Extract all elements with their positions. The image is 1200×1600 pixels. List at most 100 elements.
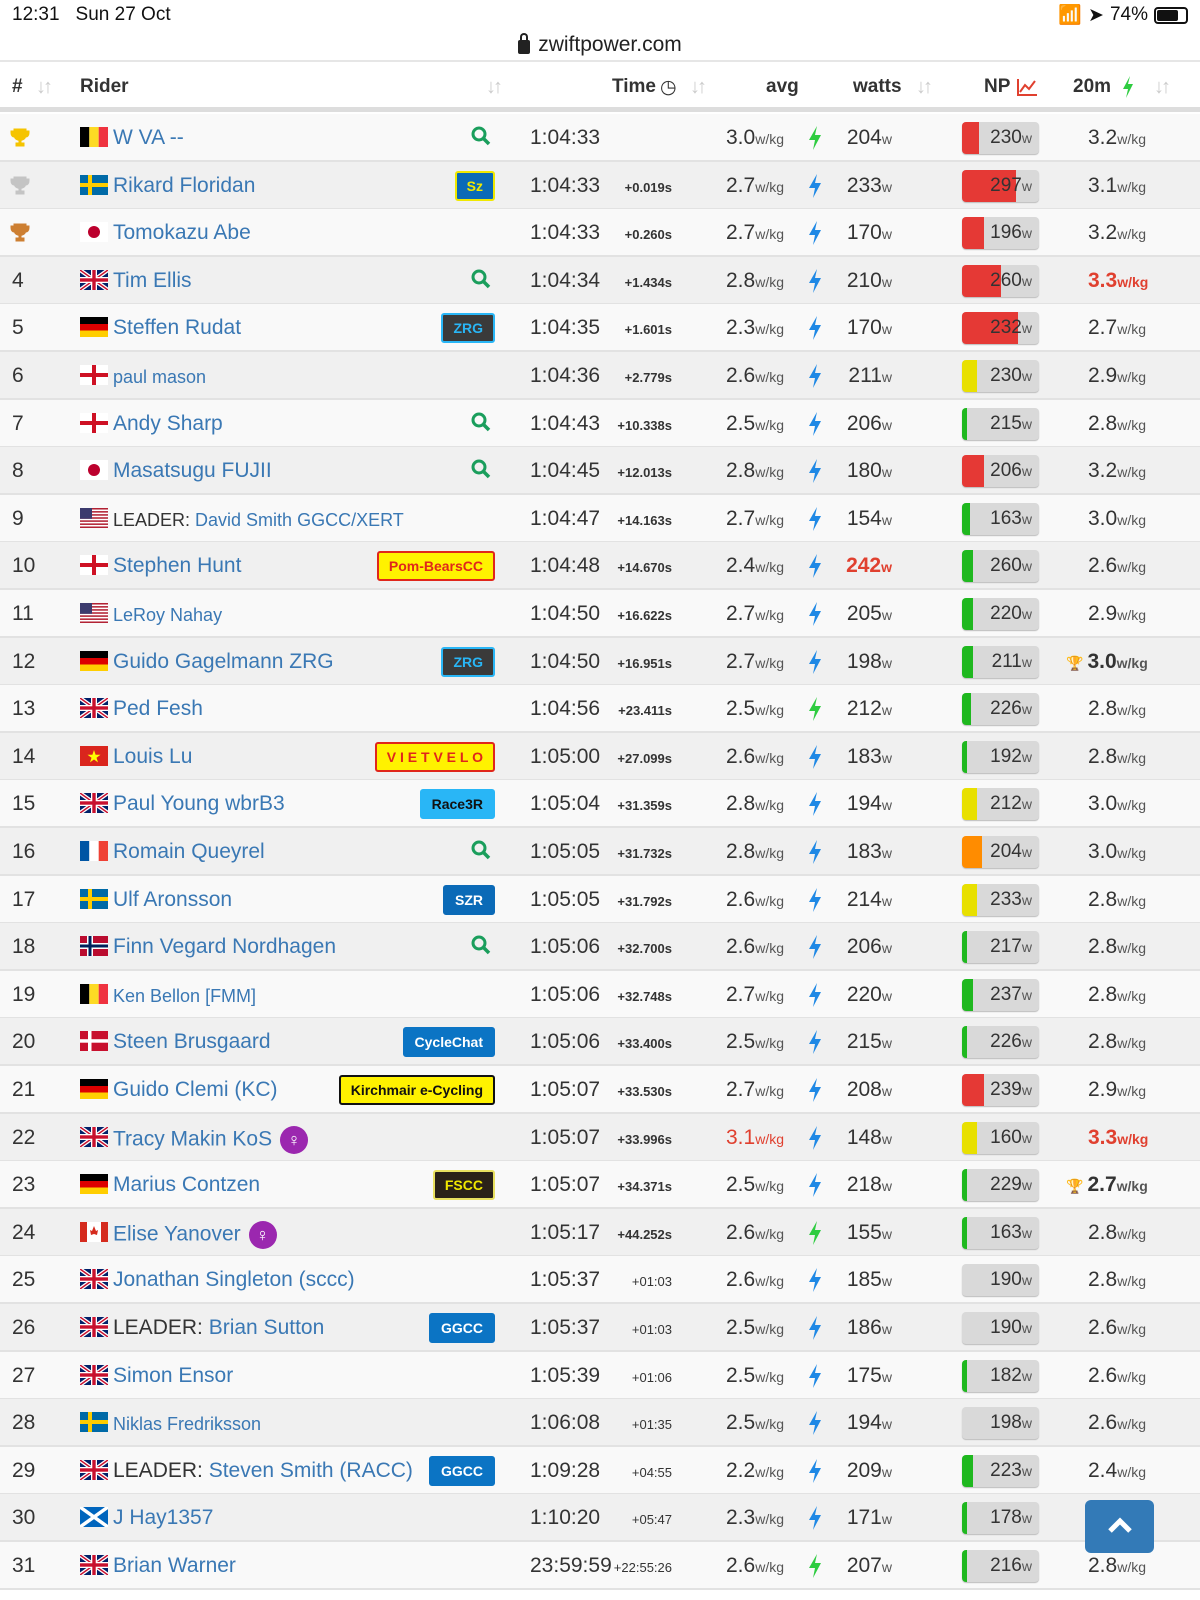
rider-name-link[interactable]: LEADER: Brian Sutton xyxy=(113,1316,324,1340)
team-badge[interactable]: FSCC xyxy=(432,1170,495,1201)
rider-name: Ken Bellon [FMM] xyxy=(113,985,257,1006)
rider-name-link[interactable]: paul mason xyxy=(113,367,206,388)
header-20m[interactable]: 20m xyxy=(1073,76,1112,97)
rider-name-link[interactable]: Louis Lu xyxy=(113,745,192,769)
rider-name-link[interactable]: Rikard Floridan xyxy=(113,174,255,198)
avg-watts: 220w xyxy=(847,983,892,1007)
team-badge[interactable]: GGCC xyxy=(429,1455,495,1486)
table-row: 24 Elise Yanover ♀ 1:05:17 +44.252s 2.6w/kg 15… xyxy=(0,1208,1200,1257)
table-row: 26 LEADER: Brian Sutton GGCC 1:05:37 +01:03 2… xyxy=(0,1304,1200,1352)
unit: w/kg xyxy=(755,1463,784,1480)
lightning-icon xyxy=(809,1173,821,1198)
unit: w/kg xyxy=(1117,369,1146,385)
team-badge[interactable]: SZR xyxy=(443,884,495,915)
avg-value: 2.2 xyxy=(726,1458,756,1482)
rider-name-link[interactable]: Ulf Aronsson xyxy=(113,888,232,912)
sort-icon[interactable]: ↓↑ xyxy=(36,76,53,98)
rider-name-link[interactable]: Stephen Hunt xyxy=(113,554,241,578)
scroll-to-top-button[interactable] xyxy=(1085,1500,1154,1553)
rider-name-link[interactable]: Brian Warner xyxy=(113,1554,236,1578)
rider-name-link[interactable]: J Hay1357 xyxy=(113,1506,213,1530)
rider-name-link[interactable]: W VA -- xyxy=(113,126,184,150)
rider-name-link[interactable]: LEADER: Steven Smith (RACC) xyxy=(113,1459,413,1483)
header-rider[interactable]: Rider xyxy=(80,76,129,97)
team-badge[interactable]: Pom-BearsCC xyxy=(376,551,495,582)
rider-name-link[interactable]: Masatsugu FUJII xyxy=(113,459,272,483)
rider-name-link[interactable]: Finn Vegard Nordhagen xyxy=(113,935,336,959)
rider-name: Brian Warner xyxy=(113,1554,236,1577)
rider-name-link[interactable]: Romain Queyrel xyxy=(113,840,265,864)
time-gap: +01:03 xyxy=(631,1274,672,1290)
header-np[interactable]: NP xyxy=(984,76,1011,97)
search-icon[interactable] xyxy=(470,839,492,861)
rider-name-link[interactable]: Tracy Makin KoS ♀ xyxy=(113,1125,309,1154)
search-icon[interactable] xyxy=(470,411,492,433)
team-badge[interactable]: ZRG xyxy=(441,313,495,344)
np-value: 220w xyxy=(990,603,1032,624)
avg-wkg: 2.7w/kg xyxy=(726,983,784,1007)
team-badge[interactable]: GGCC xyxy=(429,1313,495,1343)
team-badge[interactable]: V I E T V E L O xyxy=(374,741,495,772)
table-row: 6 paul mason 1:04:36 +2.779s 2.6w/kg 211w 230w… xyxy=(0,352,1200,400)
lightning-icon xyxy=(809,840,821,864)
table-row: 27 Simon Ensor 1:05:39 +01:06 2.5w/kg 175w 182… xyxy=(0,1351,1200,1400)
rider-name: Rikard Floridan xyxy=(113,173,256,197)
avg-watts: 206w xyxy=(847,412,892,436)
address-bar[interactable]: zwiftpower.com xyxy=(0,30,1200,62)
np-fill xyxy=(962,740,968,773)
sort-icon[interactable]: ↓↑ xyxy=(916,76,933,98)
rider-name-link[interactable]: Tomokazu Abe xyxy=(113,221,251,245)
rider-name-link[interactable]: Niklas Fredriksson xyxy=(113,1414,261,1435)
wkg-value: 2.9 xyxy=(1088,602,1118,625)
header-pos[interactable]: # xyxy=(12,76,23,97)
avg-value: 2.7 xyxy=(726,506,756,530)
rider-name-link[interactable]: Guido Gagelmann ZRG xyxy=(113,650,334,674)
rider-name-link[interactable]: Steffen Rudat xyxy=(113,316,241,340)
avg-watts: 198w xyxy=(847,650,892,674)
rider-name-link[interactable]: Andy Sharp xyxy=(113,412,223,436)
20m-wkg: 2.8w/kg xyxy=(1088,1268,1146,1292)
team-badge[interactable]: Sz xyxy=(454,170,495,201)
header-watts[interactable]: watts xyxy=(853,76,902,97)
np-value: 192w xyxy=(990,745,1032,767)
search-icon[interactable] xyxy=(470,458,492,480)
unit: w/kg xyxy=(1117,321,1146,338)
rider-name-link[interactable]: Elise Yanover ♀ xyxy=(113,1220,277,1249)
np-bar: 204w xyxy=(962,836,1039,868)
table-row: 29 LEADER: Steven Smith (RACC) GGCC 1:09:28… xyxy=(0,1446,1200,1495)
rider-name-link[interactable]: Steen Brusgaard xyxy=(113,1030,271,1054)
unit: w xyxy=(881,131,892,147)
search-icon[interactable] xyxy=(470,125,492,147)
rider-name-link[interactable]: Ken Bellon [FMM] xyxy=(113,986,256,1007)
watts-value: 154 xyxy=(846,506,882,530)
header-avg[interactable]: avg xyxy=(766,76,799,97)
rider-name-link[interactable]: Tim Ellis xyxy=(113,269,192,293)
rider-name-link[interactable]: Paul Young wbrB3 xyxy=(113,792,285,816)
rider-name-link[interactable]: LeRoy Nahay xyxy=(113,605,222,626)
header-time[interactable]: Time xyxy=(612,76,657,97)
np-fill xyxy=(962,169,1016,202)
rider-name-link[interactable]: Guido Clemi (KC) xyxy=(113,1078,278,1102)
rider-name-link[interactable]: Marius Contzen xyxy=(113,1173,260,1197)
team-badge[interactable]: ZRG xyxy=(441,646,495,677)
rider-name-link[interactable]: Jonathan Singleton (sccc) xyxy=(113,1268,355,1292)
avg-watts: 183w xyxy=(847,840,892,864)
rider-name-link[interactable]: LEADER: David Smith GGCC/XERT xyxy=(113,510,404,531)
search-icon[interactable] xyxy=(470,934,492,956)
rider-name: Marius Contzen xyxy=(113,1173,261,1197)
sort-icon[interactable]: ↓↑ xyxy=(690,76,707,98)
np-value: 211w xyxy=(991,650,1032,672)
team-badge[interactable]: Kirchmair e-Cycling xyxy=(338,1075,495,1105)
search-icon[interactable] xyxy=(470,268,492,290)
table-row: 8 Masatsugu FUJII 1:04:45 +12.013s 2.8w/kg 18… xyxy=(0,447,1200,496)
avg-watts: 170w xyxy=(847,316,892,340)
unit: w xyxy=(881,797,892,814)
sort-icon[interactable]: ↓↑ xyxy=(486,76,503,98)
team-badge[interactable]: CycleChat xyxy=(402,1027,495,1058)
watts-value: 183 xyxy=(846,840,882,863)
sort-icon[interactable]: ↓↑ xyxy=(1154,76,1171,98)
rider-name-link[interactable]: Simon Ensor xyxy=(113,1364,233,1388)
team-badge[interactable]: Race3R xyxy=(419,789,495,820)
rider-name-link[interactable]: Ped Fesh xyxy=(113,697,203,721)
table-row: 13 Ped Fesh 1:04:56 +23.411s 2.5w/kg 212w 226w… xyxy=(0,685,1200,734)
